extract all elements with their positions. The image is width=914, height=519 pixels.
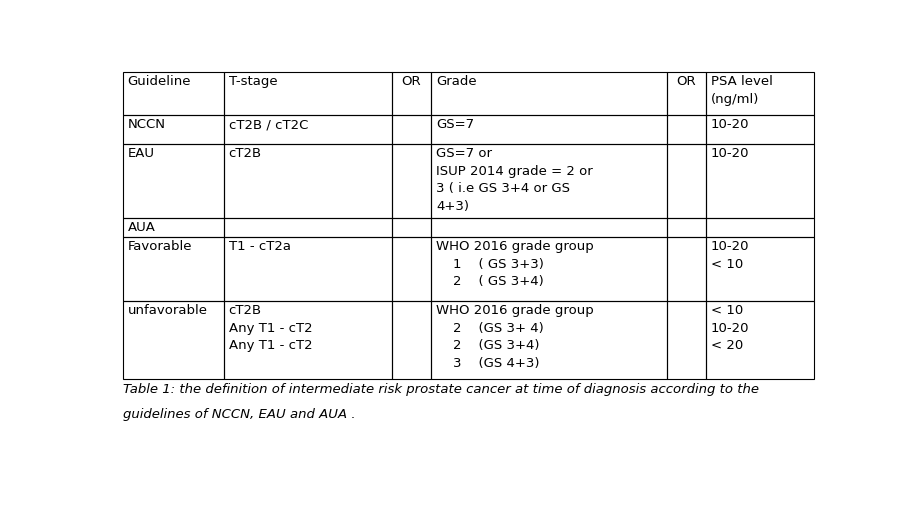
Bar [431,218,666,237]
Bar [706,218,814,237]
Bar [666,72,706,115]
Text: WHO 2016 grade group
    2    (GS 3+ 4)
    2    (GS 3+4)
    3    (GS 4+3): WHO 2016 grade group 2 (GS 3+ 4) 2 (GS 3… [436,304,594,370]
Text: Favorable: Favorable [128,240,192,253]
Text: Guideline: Guideline [128,75,191,88]
Bar [224,218,392,237]
Bar [122,218,224,237]
Text: unfavorable: unfavorable [128,304,207,317]
Text: NCCN: NCCN [128,118,165,131]
Text: OR: OR [676,75,696,88]
Text: GS=7: GS=7 [436,118,474,131]
Bar [224,144,392,218]
Text: 10-20: 10-20 [710,147,749,160]
Bar [392,115,431,144]
Bar [431,144,666,218]
Text: < 10
10-20
< 20: < 10 10-20 < 20 [710,304,749,352]
Bar [392,301,431,379]
Bar [706,115,814,144]
Text: 10-20
< 10: 10-20 < 10 [710,240,749,270]
Bar [666,237,706,301]
Bar [431,301,666,379]
Bar [122,237,224,301]
Bar [122,301,224,379]
Text: OR: OR [402,75,421,88]
Text: cT2B
Any T1 - cT2
Any T1 - cT2: cT2B Any T1 - cT2 Any T1 - cT2 [228,304,313,352]
Text: AUA: AUA [128,221,155,234]
Text: GS=7 or
ISUP 2014 grade = 2 or
3 ( i.e GS 3+4 or GS
4+3): GS=7 or ISUP 2014 grade = 2 or 3 ( i.e G… [436,147,592,212]
Bar [666,218,706,237]
Bar [431,115,666,144]
Bar [392,218,431,237]
Text: PSA level
(ng/ml): PSA level (ng/ml) [710,75,772,106]
Bar [706,301,814,379]
Bar [224,72,392,115]
Bar [706,144,814,218]
Bar [224,115,392,144]
Text: guidelines of NCCN, EAU and AUA .: guidelines of NCCN, EAU and AUA . [122,407,356,420]
Bar [666,115,706,144]
Bar [392,237,431,301]
Bar [666,301,706,379]
Bar [122,144,224,218]
Text: WHO 2016 grade group
    1    ( GS 3+3)
    2    ( GS 3+4): WHO 2016 grade group 1 ( GS 3+3) 2 ( GS … [436,240,594,288]
Text: EAU: EAU [128,147,154,160]
Bar [431,72,666,115]
Text: cT2B: cT2B [228,147,261,160]
Text: cT2B / cT2C: cT2B / cT2C [228,118,308,131]
Text: T1 - cT2a: T1 - cT2a [228,240,291,253]
Bar [706,237,814,301]
Text: Grade: Grade [436,75,476,88]
Bar [431,237,666,301]
Bar [224,301,392,379]
Text: 10-20: 10-20 [710,118,749,131]
Bar [224,237,392,301]
Bar [392,72,431,115]
Bar [666,144,706,218]
Bar [706,72,814,115]
Text: Table 1: the definition of intermediate risk prostate cancer at time of diagnosi: Table 1: the definition of intermediate … [122,383,759,396]
Bar [122,115,224,144]
Bar [122,72,224,115]
Bar [392,144,431,218]
Text: T-stage: T-stage [228,75,277,88]
